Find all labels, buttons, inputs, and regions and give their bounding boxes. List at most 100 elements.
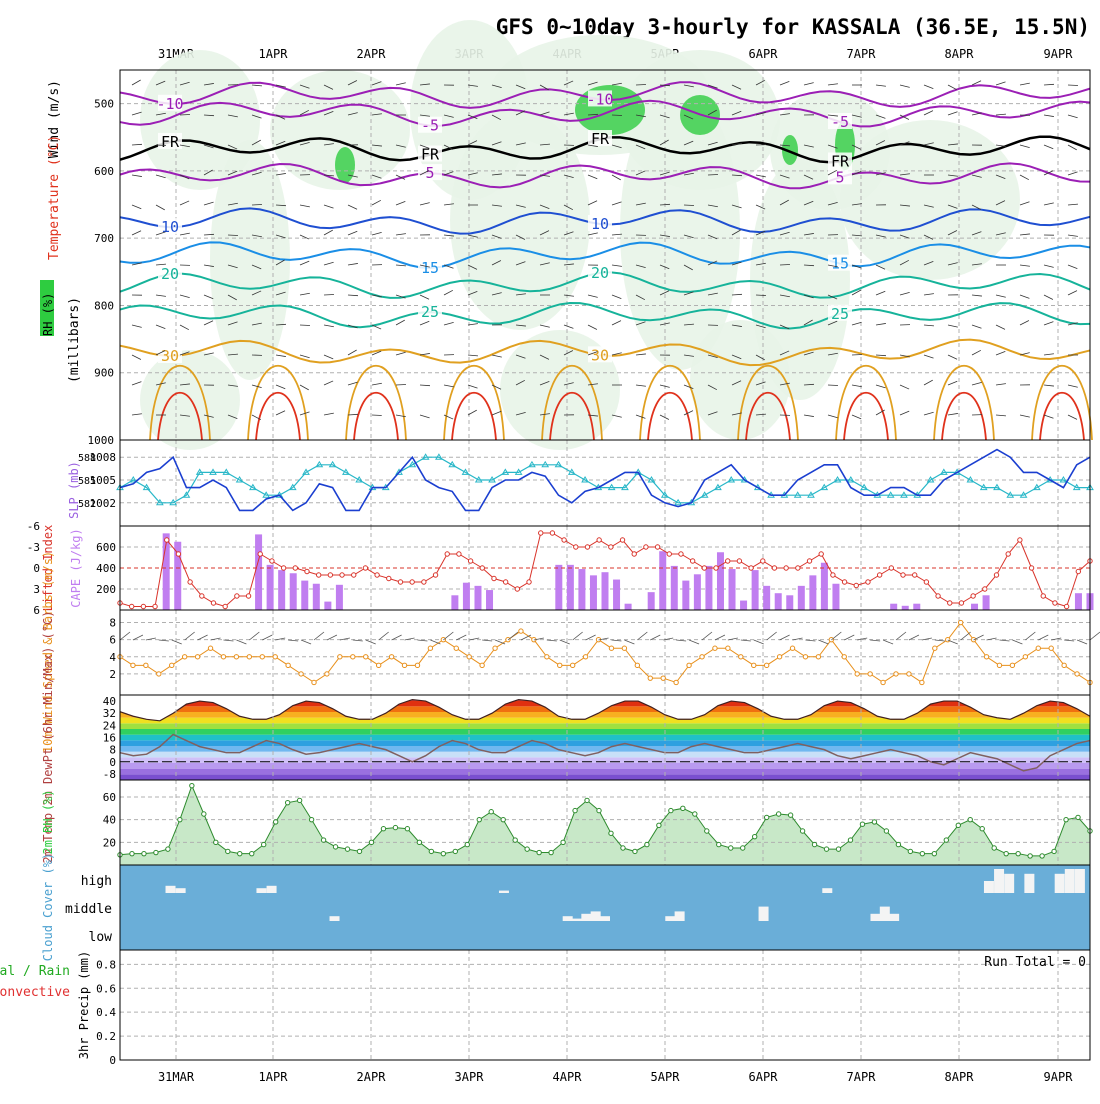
surface-wind-barb — [754, 640, 764, 644]
middle-cloud-bar — [591, 911, 601, 921]
data-point — [667, 552, 671, 556]
data-point — [549, 850, 553, 854]
data-point — [176, 552, 180, 556]
data-point — [492, 576, 496, 580]
data-point — [340, 573, 344, 577]
data-point — [321, 838, 325, 842]
data-point — [812, 842, 816, 846]
data-point — [622, 646, 626, 650]
temperature-contour-label: -10 — [586, 90, 613, 108]
data-point — [299, 672, 303, 676]
data-point — [764, 815, 768, 819]
middle-cloud-bar — [563, 916, 573, 921]
data-point — [501, 817, 505, 821]
wind-barb — [1044, 265, 1054, 267]
wind-barb — [132, 414, 142, 415]
middle-cloud-bar — [330, 916, 340, 921]
wind-barb — [348, 350, 357, 355]
surface-wind-barb — [637, 632, 647, 640]
data-point — [693, 812, 697, 816]
wind-tick-label: 6 — [109, 634, 116, 647]
middle-cloud-bar — [572, 919, 582, 921]
cape-bar — [740, 601, 747, 610]
wind-barb — [1068, 172, 1078, 175]
cape-bar — [625, 604, 632, 610]
high-cloud-bar — [1065, 869, 1075, 893]
wind-barb — [1044, 115, 1054, 117]
data-point — [519, 629, 523, 633]
wind-barb — [996, 82, 1006, 85]
data-point — [574, 545, 578, 549]
data-point — [188, 580, 192, 584]
data-point — [165, 538, 169, 542]
data-point — [681, 806, 685, 810]
data-point — [621, 846, 625, 850]
wind-barb — [780, 81, 789, 85]
cape-bar — [313, 584, 320, 610]
data-point — [200, 594, 204, 598]
temp-band — [120, 735, 1090, 741]
data-point — [410, 580, 414, 584]
data-point — [836, 847, 840, 851]
date-label-bottom: 1APR — [259, 1070, 289, 1084]
data-point — [351, 655, 355, 659]
data-point — [855, 672, 859, 676]
rh2m-axis-label: 2m RH (%) — [41, 789, 55, 854]
data-point — [1023, 655, 1027, 659]
wind-barb — [948, 381, 957, 385]
wind-barb — [564, 325, 573, 328]
wind-barb — [852, 385, 862, 387]
data-point — [994, 573, 998, 577]
wind-barb — [684, 205, 694, 206]
wind-barb — [876, 355, 886, 356]
data-point — [842, 655, 846, 659]
wind-barb — [444, 385, 454, 387]
data-point — [273, 655, 277, 659]
data-point — [958, 620, 962, 624]
cape-bar — [832, 584, 839, 610]
wind-barb — [1068, 291, 1077, 295]
data-point — [405, 827, 409, 831]
surface-wind-barb — [676, 640, 686, 641]
data-point — [620, 538, 624, 542]
wind-barb — [996, 351, 1005, 355]
temperature-contour-label: 20 — [161, 265, 179, 283]
wind-barb — [948, 413, 958, 415]
wind-barb — [492, 411, 501, 415]
data-point — [784, 566, 788, 570]
wind-barb — [324, 381, 333, 385]
wind-barb — [660, 415, 669, 420]
wind-barb — [756, 175, 766, 177]
data-point — [558, 663, 562, 667]
wind-barb — [1020, 295, 1029, 298]
wind-barb — [1068, 415, 1077, 419]
data-point — [803, 655, 807, 659]
data-point — [454, 646, 458, 650]
cape-bar — [786, 595, 793, 610]
cape-bar — [717, 552, 724, 610]
data-point — [182, 655, 186, 659]
wind-barb — [324, 230, 333, 235]
surface-wind-barb — [236, 640, 246, 644]
cape-bar — [821, 563, 828, 610]
wind-barb — [252, 85, 262, 86]
wind-barb — [1044, 295, 1053, 300]
temp-tick-label: 8 — [109, 744, 116, 757]
data-point — [679, 552, 683, 556]
data-point — [333, 845, 337, 849]
data-point — [445, 552, 449, 556]
wind-barb — [252, 204, 262, 205]
lifted-tick-label: 0 — [33, 562, 40, 575]
wind-barb — [276, 385, 285, 389]
data-point — [896, 842, 900, 846]
data-point — [157, 672, 161, 676]
date-label-bottom: 9APR — [1044, 1070, 1074, 1084]
wind-barb — [156, 205, 165, 210]
wind-barb — [612, 202, 622, 205]
data-point — [585, 545, 589, 549]
data-point — [537, 850, 541, 854]
data-point — [860, 822, 864, 826]
wind-barb — [492, 385, 501, 389]
